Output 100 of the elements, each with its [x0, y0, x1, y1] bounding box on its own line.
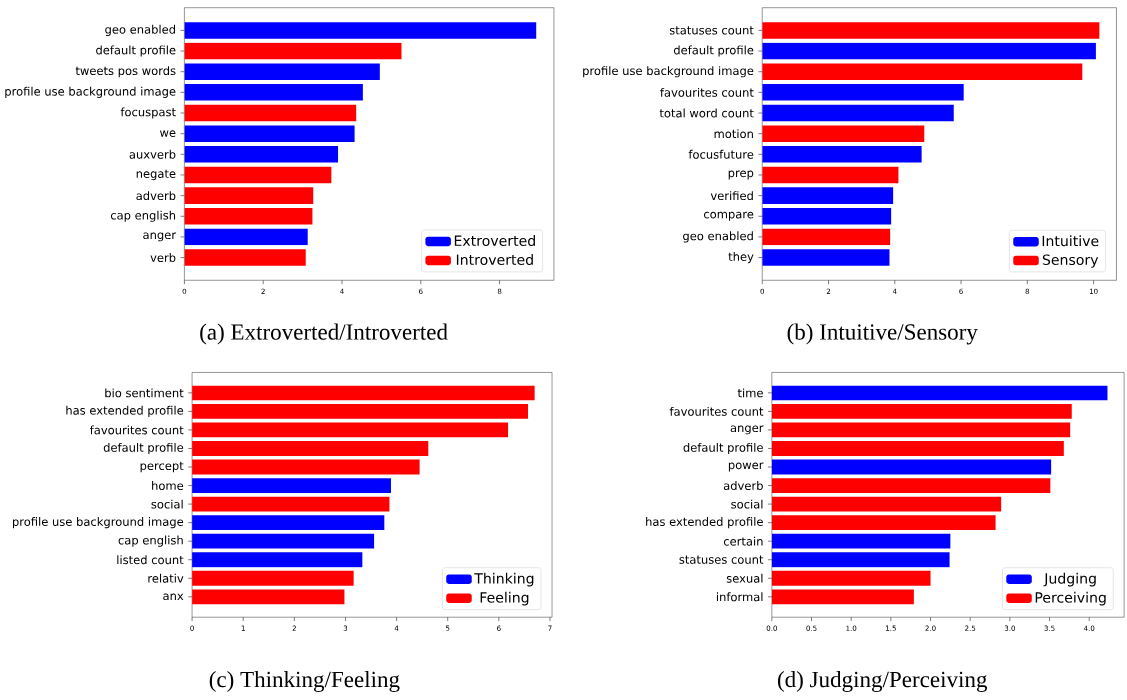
bar: [192, 422, 509, 438]
y-tick-label: percept: [140, 461, 184, 473]
bar: [762, 166, 899, 184]
bar: [184, 104, 357, 122]
bar: [771, 478, 1051, 494]
legend-label: Perceiving: [1035, 592, 1106, 606]
bar: [184, 63, 380, 81]
bar: [771, 533, 951, 549]
bar: [762, 228, 891, 246]
bar: [771, 496, 1002, 512]
bar: [762, 208, 892, 225]
y-tick-label: cap english: [118, 535, 183, 547]
bar: [192, 459, 420, 475]
y-tick-label: negate: [136, 169, 176, 181]
bar: [184, 166, 332, 184]
y-tick-label: informal: [716, 592, 763, 602]
bar: [192, 552, 363, 568]
y-tick-label: profile use background image: [583, 66, 754, 78]
legend-label: Intuitive: [1042, 235, 1099, 247]
y-tick-label: focuspast: [120, 107, 176, 119]
bar: [192, 570, 354, 586]
text: (c) Thinking/Feeling: [209, 671, 400, 693]
bar: [192, 589, 345, 605]
y-tick-label: default profile: [103, 443, 184, 455]
y-tick-label: power: [728, 462, 764, 472]
y-tick-label: social: [151, 499, 183, 509]
bar: [184, 42, 402, 60]
y-tick-label: adverb: [136, 191, 176, 201]
bar: [184, 228, 308, 246]
y-tick-label: default profile: [673, 45, 754, 57]
y-tick-label: has extended profile: [646, 517, 763, 529]
y-tick-label: anger: [730, 425, 764, 435]
y-tick-label: cap english: [110, 210, 176, 222]
bar: [762, 146, 922, 163]
bar: [192, 385, 535, 401]
y-tick-label: home: [152, 481, 184, 491]
legend-label: Sensory: [1042, 254, 1099, 268]
bar: [771, 441, 1064, 457]
bar: [192, 496, 390, 512]
legend-label: Introverted: [456, 254, 533, 266]
y-tick-label: tweets pos words: [75, 66, 176, 78]
y-tick-label: bio sentiment: [105, 388, 184, 398]
bar: [771, 422, 1071, 438]
bar: [762, 42, 1096, 60]
bar: [184, 208, 313, 225]
legend-label: Feeling: [480, 592, 529, 606]
bar: [184, 249, 306, 266]
bar: [192, 478, 391, 494]
bar: [192, 441, 429, 457]
bar: [771, 385, 1108, 401]
text: (b) Intuitive/Sensory: [787, 323, 978, 345]
y-tick-label: certain: [723, 536, 763, 546]
bar: [762, 84, 964, 101]
bar: [184, 22, 537, 39]
bar: [771, 552, 950, 568]
y-tick-label: statuses count: [679, 555, 764, 564]
y-tick-label: sexual: [726, 573, 763, 583]
y-tick-label: we: [160, 130, 176, 138]
y-tick-label: adverb: [723, 481, 763, 491]
y-tick-label: social: [731, 499, 763, 509]
y-tick-label: focusfuture: [688, 149, 754, 159]
y-tick-label: favourites count: [660, 88, 754, 97]
bar: [771, 459, 1052, 475]
bar: [192, 404, 528, 419]
y-tick-label: favourites count: [90, 425, 184, 435]
bar: [184, 146, 339, 163]
bar: [184, 125, 355, 143]
y-tick-label: they: [728, 252, 754, 264]
y-tick-label: default profile: [96, 45, 176, 57]
y-tick-label: statuses count: [669, 26, 754, 35]
y-tick-label: anger: [143, 232, 177, 242]
bar: [762, 22, 1100, 39]
y-tick-label: geo enabled: [683, 231, 753, 243]
bar: [762, 63, 1083, 81]
legend-label: Extroverted: [454, 235, 535, 247]
y-tick-label: total word count: [659, 108, 754, 118]
bar: [762, 187, 894, 204]
bar: [184, 84, 363, 101]
bar: [771, 404, 1072, 419]
y-tick-label: profile use background image: [5, 86, 176, 99]
bar: [762, 249, 890, 266]
legend-label: Judging: [1043, 572, 1096, 587]
y-tick-label: verified: [710, 191, 753, 201]
y-tick-label: has extended profile: [66, 405, 184, 418]
y-tick-label: favourites count: [669, 407, 764, 416]
y-tick-label: verb: [150, 253, 176, 263]
legend-label: Thinking: [474, 572, 534, 587]
bar: [184, 187, 314, 204]
y-tick-label: profile use background image: [12, 517, 184, 529]
bar: [771, 589, 914, 605]
y-tick-label: relativ: [148, 573, 184, 583]
bar: [771, 570, 931, 586]
bar: [192, 515, 385, 531]
bar: [762, 104, 954, 122]
y-tick-label: compare: [703, 211, 754, 221]
y-tick-label: listed count: [117, 555, 184, 565]
y-tick-label: prep: [728, 170, 754, 180]
y-tick-label: auxverb: [129, 149, 176, 159]
y-tick-label: default profile: [683, 443, 763, 455]
text: (d) Judging/Perceiving: [777, 671, 988, 693]
